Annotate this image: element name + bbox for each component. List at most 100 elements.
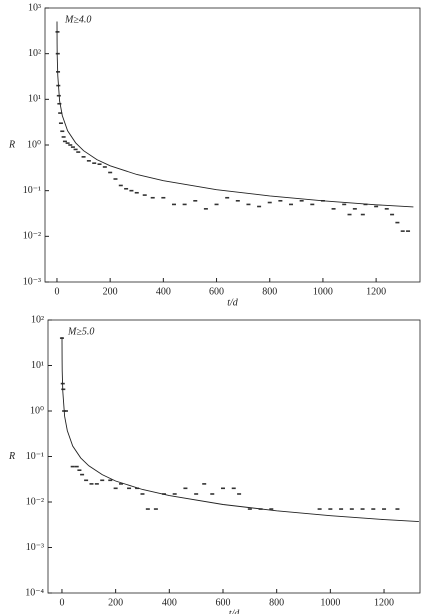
data-point [161, 196, 166, 199]
data-point [81, 156, 86, 158]
x-tick-label: 600 [209, 286, 224, 297]
data-point [113, 178, 118, 180]
y-axis-label: R [8, 139, 15, 150]
y-tick-label: 10⁻⁴ [25, 587, 44, 598]
data-point [65, 142, 70, 144]
y-tick-label: 10⁻² [23, 231, 41, 242]
data-point [390, 213, 395, 216]
data-point [57, 102, 62, 105]
annotation: M≥4.0 [64, 14, 91, 25]
data-point [246, 203, 251, 206]
data-point [225, 196, 230, 199]
data-point [374, 205, 379, 208]
y-tick-label: 10⁻¹ [23, 185, 41, 196]
data-point [247, 508, 252, 510]
data-point [153, 508, 158, 510]
data-point [237, 493, 242, 495]
fit-curve [61, 337, 419, 523]
x-axis-label: t/d [227, 297, 239, 308]
data-point [142, 194, 147, 196]
data-point [400, 230, 405, 232]
data-point [76, 151, 81, 153]
data-point [60, 130, 65, 133]
data-point [68, 144, 73, 146]
data-point [129, 189, 134, 192]
data-point [360, 508, 365, 510]
data-point [395, 508, 400, 510]
annotation: M≥5.0 [67, 326, 94, 337]
data-point [384, 208, 389, 210]
data-point [77, 469, 82, 471]
data-point [214, 203, 219, 206]
data-point [74, 465, 79, 468]
data-point [80, 473, 85, 476]
data-point [92, 162, 97, 164]
data-point [119, 483, 124, 485]
x-tick-label: 200 [103, 286, 118, 297]
x-tick-label: 800 [269, 597, 284, 608]
y-tick-label: 10⁻³ [23, 276, 41, 287]
y-tick-label: 10⁻³ [26, 542, 44, 553]
data-point [63, 410, 68, 412]
x-tick-label: 0 [54, 286, 59, 297]
x-tick-label: 800 [262, 286, 277, 297]
data-point [84, 479, 89, 482]
data-point [124, 187, 129, 190]
data-point [220, 487, 225, 490]
data-point [406, 230, 411, 232]
data-point [89, 483, 94, 485]
data-point [347, 213, 352, 216]
data-point [58, 122, 63, 125]
x-tick-label: 1000 [313, 286, 333, 297]
plot-frame [47, 319, 421, 594]
data-point [235, 199, 240, 202]
data-point [150, 196, 155, 199]
data-point [183, 487, 188, 490]
data-point [135, 487, 140, 490]
x-tick-label: 0 [59, 597, 64, 608]
data-point [267, 201, 272, 204]
y-tick-label: 10⁰ [30, 405, 44, 416]
x-tick-label: 400 [162, 597, 177, 608]
y-tick-label: 10⁻² [26, 496, 44, 507]
data-point [342, 203, 347, 206]
data-point [193, 199, 198, 202]
data-point [145, 508, 150, 510]
fit-curve [56, 21, 414, 208]
x-tick-label: 1200 [374, 597, 394, 608]
data-point [58, 112, 63, 114]
data-point [61, 388, 66, 391]
data-point [108, 171, 113, 174]
data-point [62, 140, 67, 143]
data-point [349, 508, 354, 510]
data-point [310, 203, 315, 206]
data-point [127, 487, 132, 490]
data-point [94, 483, 99, 485]
data-point [202, 483, 207, 485]
data-point [352, 208, 357, 210]
data-point [382, 508, 387, 510]
y-tick-label: 10² [31, 314, 44, 325]
x-tick-label: 1200 [366, 286, 386, 297]
data-point [55, 52, 60, 55]
data-point [331, 208, 336, 210]
data-point [70, 146, 75, 148]
data-point [86, 160, 91, 162]
data-point [100, 479, 105, 482]
data-point [73, 148, 78, 151]
data-point [231, 487, 236, 490]
data-point [55, 31, 60, 33]
data-point [339, 508, 344, 510]
data-point [113, 487, 118, 490]
data-point [194, 493, 199, 495]
x-tick-label: 400 [156, 286, 171, 297]
data-point [360, 213, 365, 216]
y-tick-label: 10⁻¹ [26, 451, 44, 462]
y-tick-label: 10¹ [28, 94, 41, 105]
data-point [102, 166, 107, 168]
data-point [203, 208, 208, 210]
data-point [70, 465, 75, 468]
y-tick-label: 10³ [28, 2, 41, 13]
data-point [172, 493, 177, 495]
